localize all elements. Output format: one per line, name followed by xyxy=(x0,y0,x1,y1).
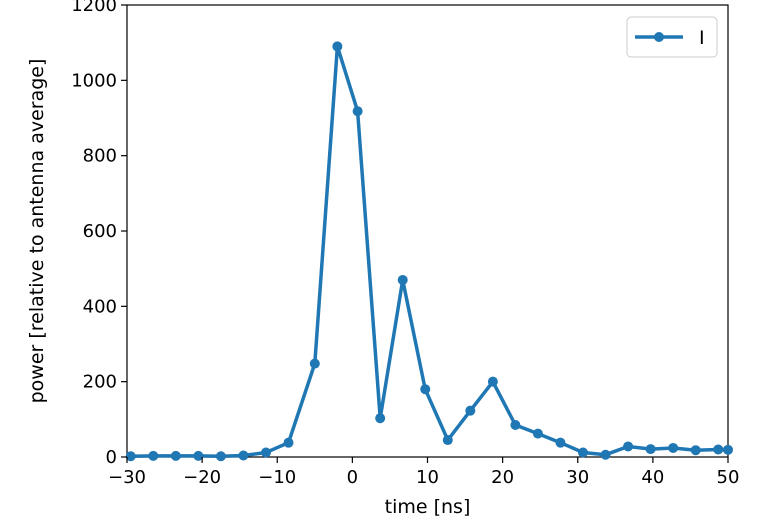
data-point xyxy=(420,384,431,395)
y-tick-label: 600 xyxy=(83,221,117,242)
x-tick-label: 40 xyxy=(641,467,664,488)
data-point xyxy=(690,445,701,456)
data-point xyxy=(713,444,724,455)
data-point xyxy=(238,450,249,461)
data-point xyxy=(283,437,294,448)
data-point xyxy=(332,41,343,52)
data-point xyxy=(645,444,656,455)
y-tick-label: 1000 xyxy=(71,70,117,91)
ticks: −30 −20 −10 0 10 20 30 40 50 0 200 400 600 800 1000 120… xyxy=(71,0,739,488)
x-tick-label: 50 xyxy=(717,467,740,488)
data-point xyxy=(668,442,679,453)
x-tick-label: −30 xyxy=(108,467,146,488)
data-point xyxy=(555,437,566,448)
x-tick-label: −10 xyxy=(258,467,296,488)
y-tick-label: 400 xyxy=(83,296,117,317)
series-group xyxy=(125,41,733,462)
legend: I xyxy=(626,16,718,58)
data-point xyxy=(623,441,634,452)
y-tick-label: 200 xyxy=(83,372,117,393)
data-point xyxy=(578,447,589,458)
data-point xyxy=(510,419,521,430)
x-axis-label: time [ns] xyxy=(385,496,471,516)
data-point xyxy=(148,450,159,461)
data-point xyxy=(215,451,226,462)
data-point xyxy=(397,274,408,285)
y-axis-label: power [relative to antenna average] xyxy=(26,59,48,404)
legend-marker xyxy=(654,32,664,42)
data-point xyxy=(442,435,453,446)
data-point xyxy=(487,376,498,387)
x-tick-label: −20 xyxy=(183,467,221,488)
data-point xyxy=(723,444,733,455)
data-point xyxy=(600,449,611,460)
y-tick-label: 800 xyxy=(83,146,117,167)
data-point xyxy=(125,451,136,462)
data-point xyxy=(309,358,320,369)
x-tick-label: 10 xyxy=(416,467,439,488)
data-point xyxy=(532,428,543,439)
legend-label: I xyxy=(699,27,705,49)
data-point xyxy=(375,413,386,424)
series-line xyxy=(130,44,729,458)
y-tick-label: 1200 xyxy=(71,0,117,16)
data-point xyxy=(465,405,476,416)
x-tick-label: 20 xyxy=(491,467,514,488)
x-tick-label: 0 xyxy=(347,467,358,488)
x-tick-label: 30 xyxy=(566,467,589,488)
data-point xyxy=(170,450,181,461)
data-point xyxy=(260,447,271,458)
data-point xyxy=(352,106,363,117)
y-tick-label: 0 xyxy=(106,447,117,468)
data-point xyxy=(193,450,204,461)
